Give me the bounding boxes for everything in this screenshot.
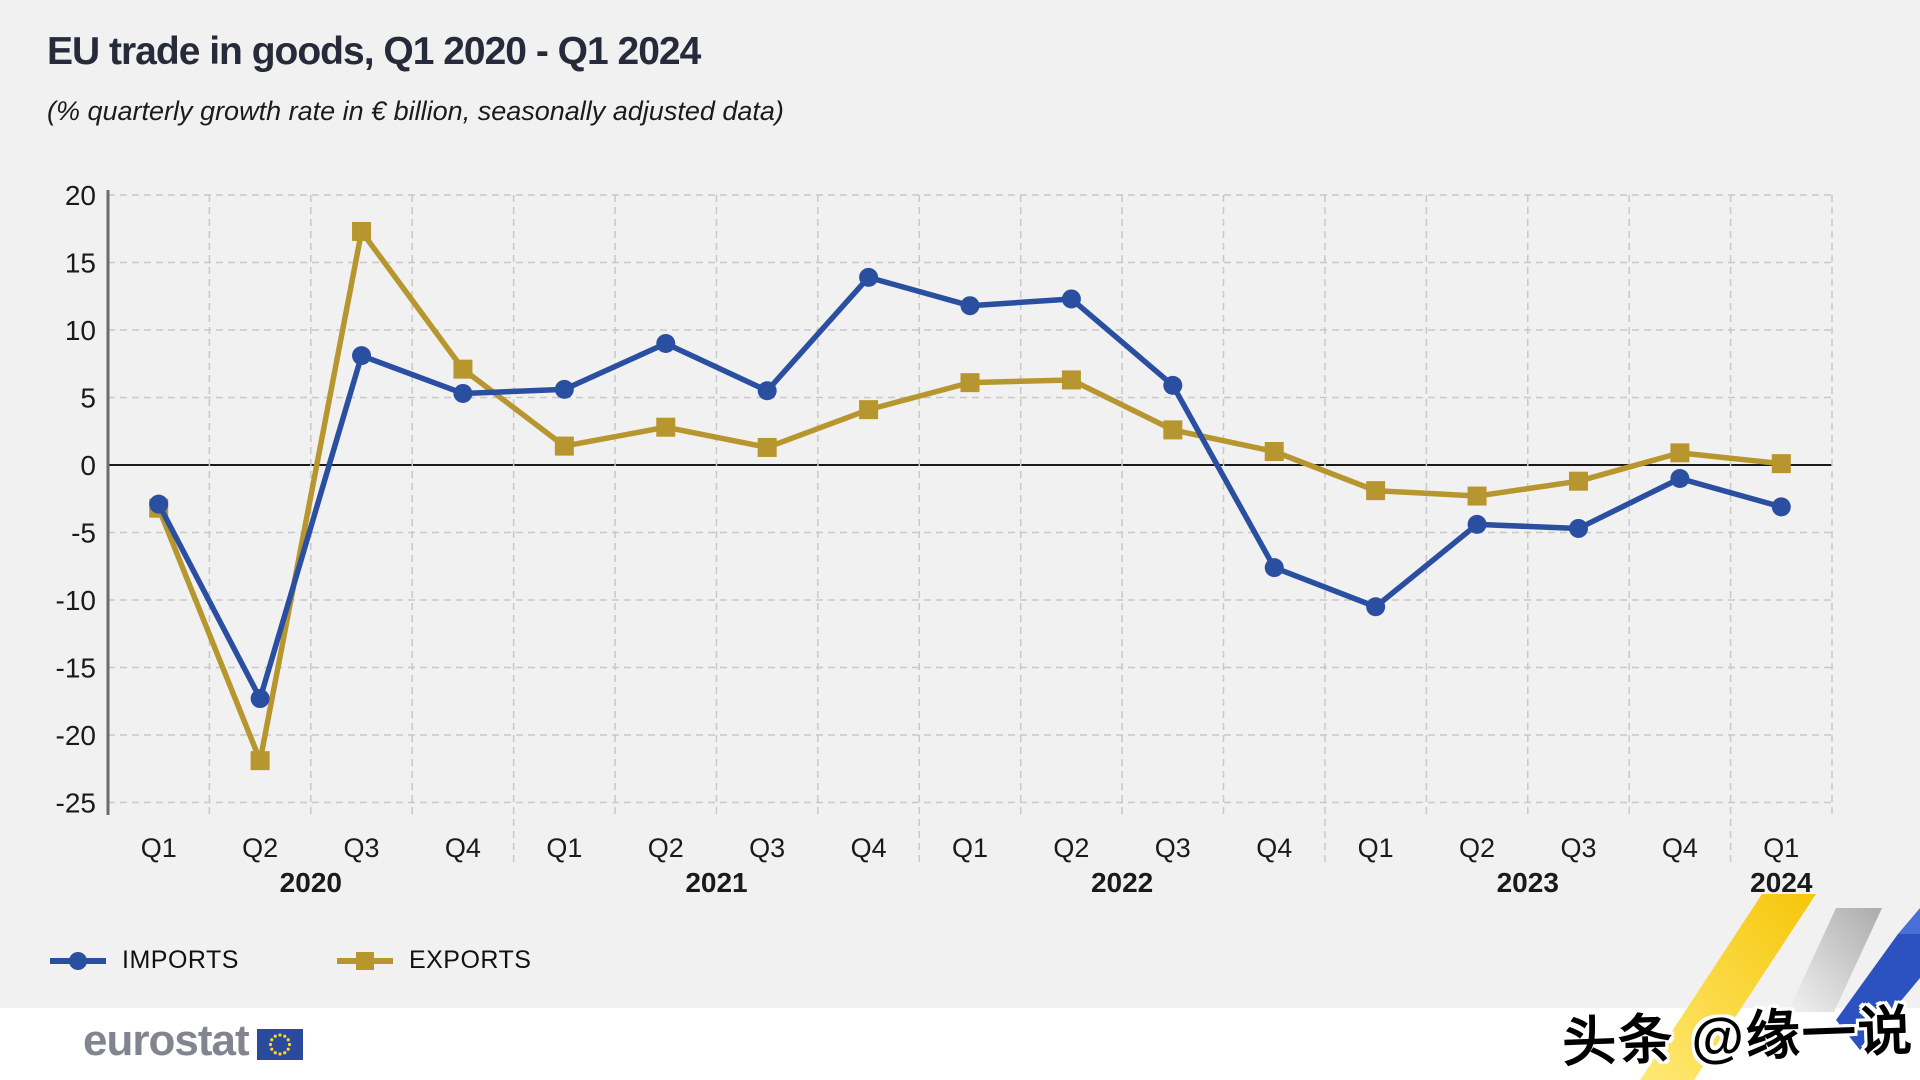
line-chart: 20 15 10 5 0 -5 -10 -15 -20 -25 Q1 Q2 Q3 Q4 Q1 Q2 Q3 Q4 Q1… (56, 180, 1833, 898)
data-point-imports (1467, 514, 1487, 534)
eu-star (286, 1047, 290, 1051)
eu-star (268, 1042, 272, 1046)
eu-star (269, 1047, 273, 1051)
year-label: 2024 (1750, 867, 1813, 898)
chart-legend: IMPORTS EXPORTS (48, 946, 531, 975)
legend-item-imports: IMPORTS (48, 946, 239, 975)
eu-star (287, 1042, 291, 1046)
eu-star (269, 1037, 273, 1041)
data-point-exports (859, 400, 879, 420)
data-point-imports (1670, 469, 1690, 488)
eu-star (286, 1037, 290, 1041)
eu-star (277, 1051, 282, 1056)
data-point-imports (149, 494, 169, 514)
legend-label-imports: IMPORTS (122, 946, 239, 974)
watermark-ribbon-icon (1640, 894, 1920, 1080)
x-tick-label: Q3 (749, 833, 785, 863)
footer-bar (0, 1008, 1920, 1080)
y-tick-label: -10 (56, 585, 96, 616)
eurostat-logo-text: eurostat (83, 1016, 250, 1065)
x-tick-label: Q4 (1662, 833, 1698, 863)
data-point-imports (1568, 518, 1588, 538)
year-label: 2022 (1091, 867, 1153, 898)
x-tick-label: Q2 (1053, 833, 1089, 863)
data-point-exports (1366, 481, 1386, 501)
x-tick-label: Q2 (1459, 833, 1495, 863)
data-point-imports (757, 381, 777, 401)
y-tick-label: 0 (80, 450, 96, 481)
eu-flag-stars (268, 1032, 291, 1056)
data-point-imports (859, 267, 879, 287)
data-point-imports (554, 379, 574, 399)
eu-star (282, 1034, 286, 1038)
data-point-exports (554, 436, 574, 456)
year-label: 2020 (280, 867, 342, 898)
eu-star (282, 1050, 286, 1054)
y-tick-label: 20 (65, 180, 96, 211)
eu-flag-icon (256, 1028, 303, 1060)
data-point-imports (1366, 597, 1386, 617)
exports-line-marker-icon (336, 951, 393, 970)
x-tick-label: Q2 (242, 833, 278, 863)
y-tick-label: 10 (65, 315, 96, 346)
x-tick-label: Q1 (952, 833, 988, 863)
data-point-exports (1467, 486, 1487, 506)
x-tick-label: Q4 (1256, 833, 1292, 863)
data-point-exports (1670, 443, 1690, 463)
x-tick-label: Q1 (546, 833, 582, 863)
x-tick-label: Q1 (1358, 833, 1394, 863)
y-tick-label: -5 (71, 518, 96, 549)
data-point-imports (1163, 375, 1183, 395)
data-point-exports (352, 221, 372, 241)
year-label: 2023 (1497, 867, 1559, 898)
data-point-imports (656, 334, 676, 353)
data-point-imports (1061, 289, 1081, 309)
data-point-exports (757, 437, 777, 457)
legend-item-exports: EXPORTS (335, 946, 532, 975)
watermark-text: 头条 @缘一说 (1561, 1001, 1915, 1074)
x-tick-label: Q3 (1155, 833, 1191, 863)
data-point-imports (1771, 497, 1791, 517)
data-point-exports (1264, 442, 1284, 461)
x-tick-label: Q2 (648, 833, 684, 863)
data-point-exports (1568, 471, 1588, 491)
data-point-imports (352, 346, 372, 366)
eu-star (277, 1032, 282, 1037)
data-point-exports (250, 751, 270, 771)
data-point-imports (250, 689, 270, 709)
data-point-imports (453, 383, 473, 403)
eu-star (273, 1050, 277, 1054)
eurostat-logo: eurostat (83, 1016, 303, 1066)
x-tick-label: Q3 (344, 833, 380, 863)
data-point-imports (1264, 558, 1284, 578)
eu-star (273, 1034, 277, 1038)
x-tick-label: Q1 (1763, 833, 1799, 863)
x-tick-label: Q3 (1560, 833, 1596, 863)
data-point-exports (960, 373, 980, 393)
legend-label-exports: EXPORTS (408, 946, 532, 974)
y-tick-label: -15 (56, 653, 96, 684)
x-tick-label: Q1 (141, 833, 177, 863)
data-point-imports (960, 296, 980, 316)
page-title: EU trade in goods, Q1 2020 - Q1 2024 (47, 30, 701, 73)
data-point-exports (656, 417, 676, 437)
data-point-exports (1771, 454, 1791, 474)
x-tick-label: Q4 (851, 833, 887, 863)
data-point-exports (453, 359, 473, 379)
y-tick-label: -20 (56, 720, 96, 751)
page-subtitle: (% quarterly growth rate in € billion, s… (47, 96, 784, 126)
y-tick-label: 5 (80, 383, 96, 414)
year-label: 2021 (685, 867, 747, 898)
data-point-exports (1061, 370, 1081, 390)
y-tick-label: 15 (65, 248, 96, 279)
imports-line-marker-icon (50, 951, 106, 970)
y-tick-label: -25 (56, 788, 96, 819)
data-point-exports (1163, 420, 1183, 440)
x-tick-label: Q4 (445, 833, 481, 863)
